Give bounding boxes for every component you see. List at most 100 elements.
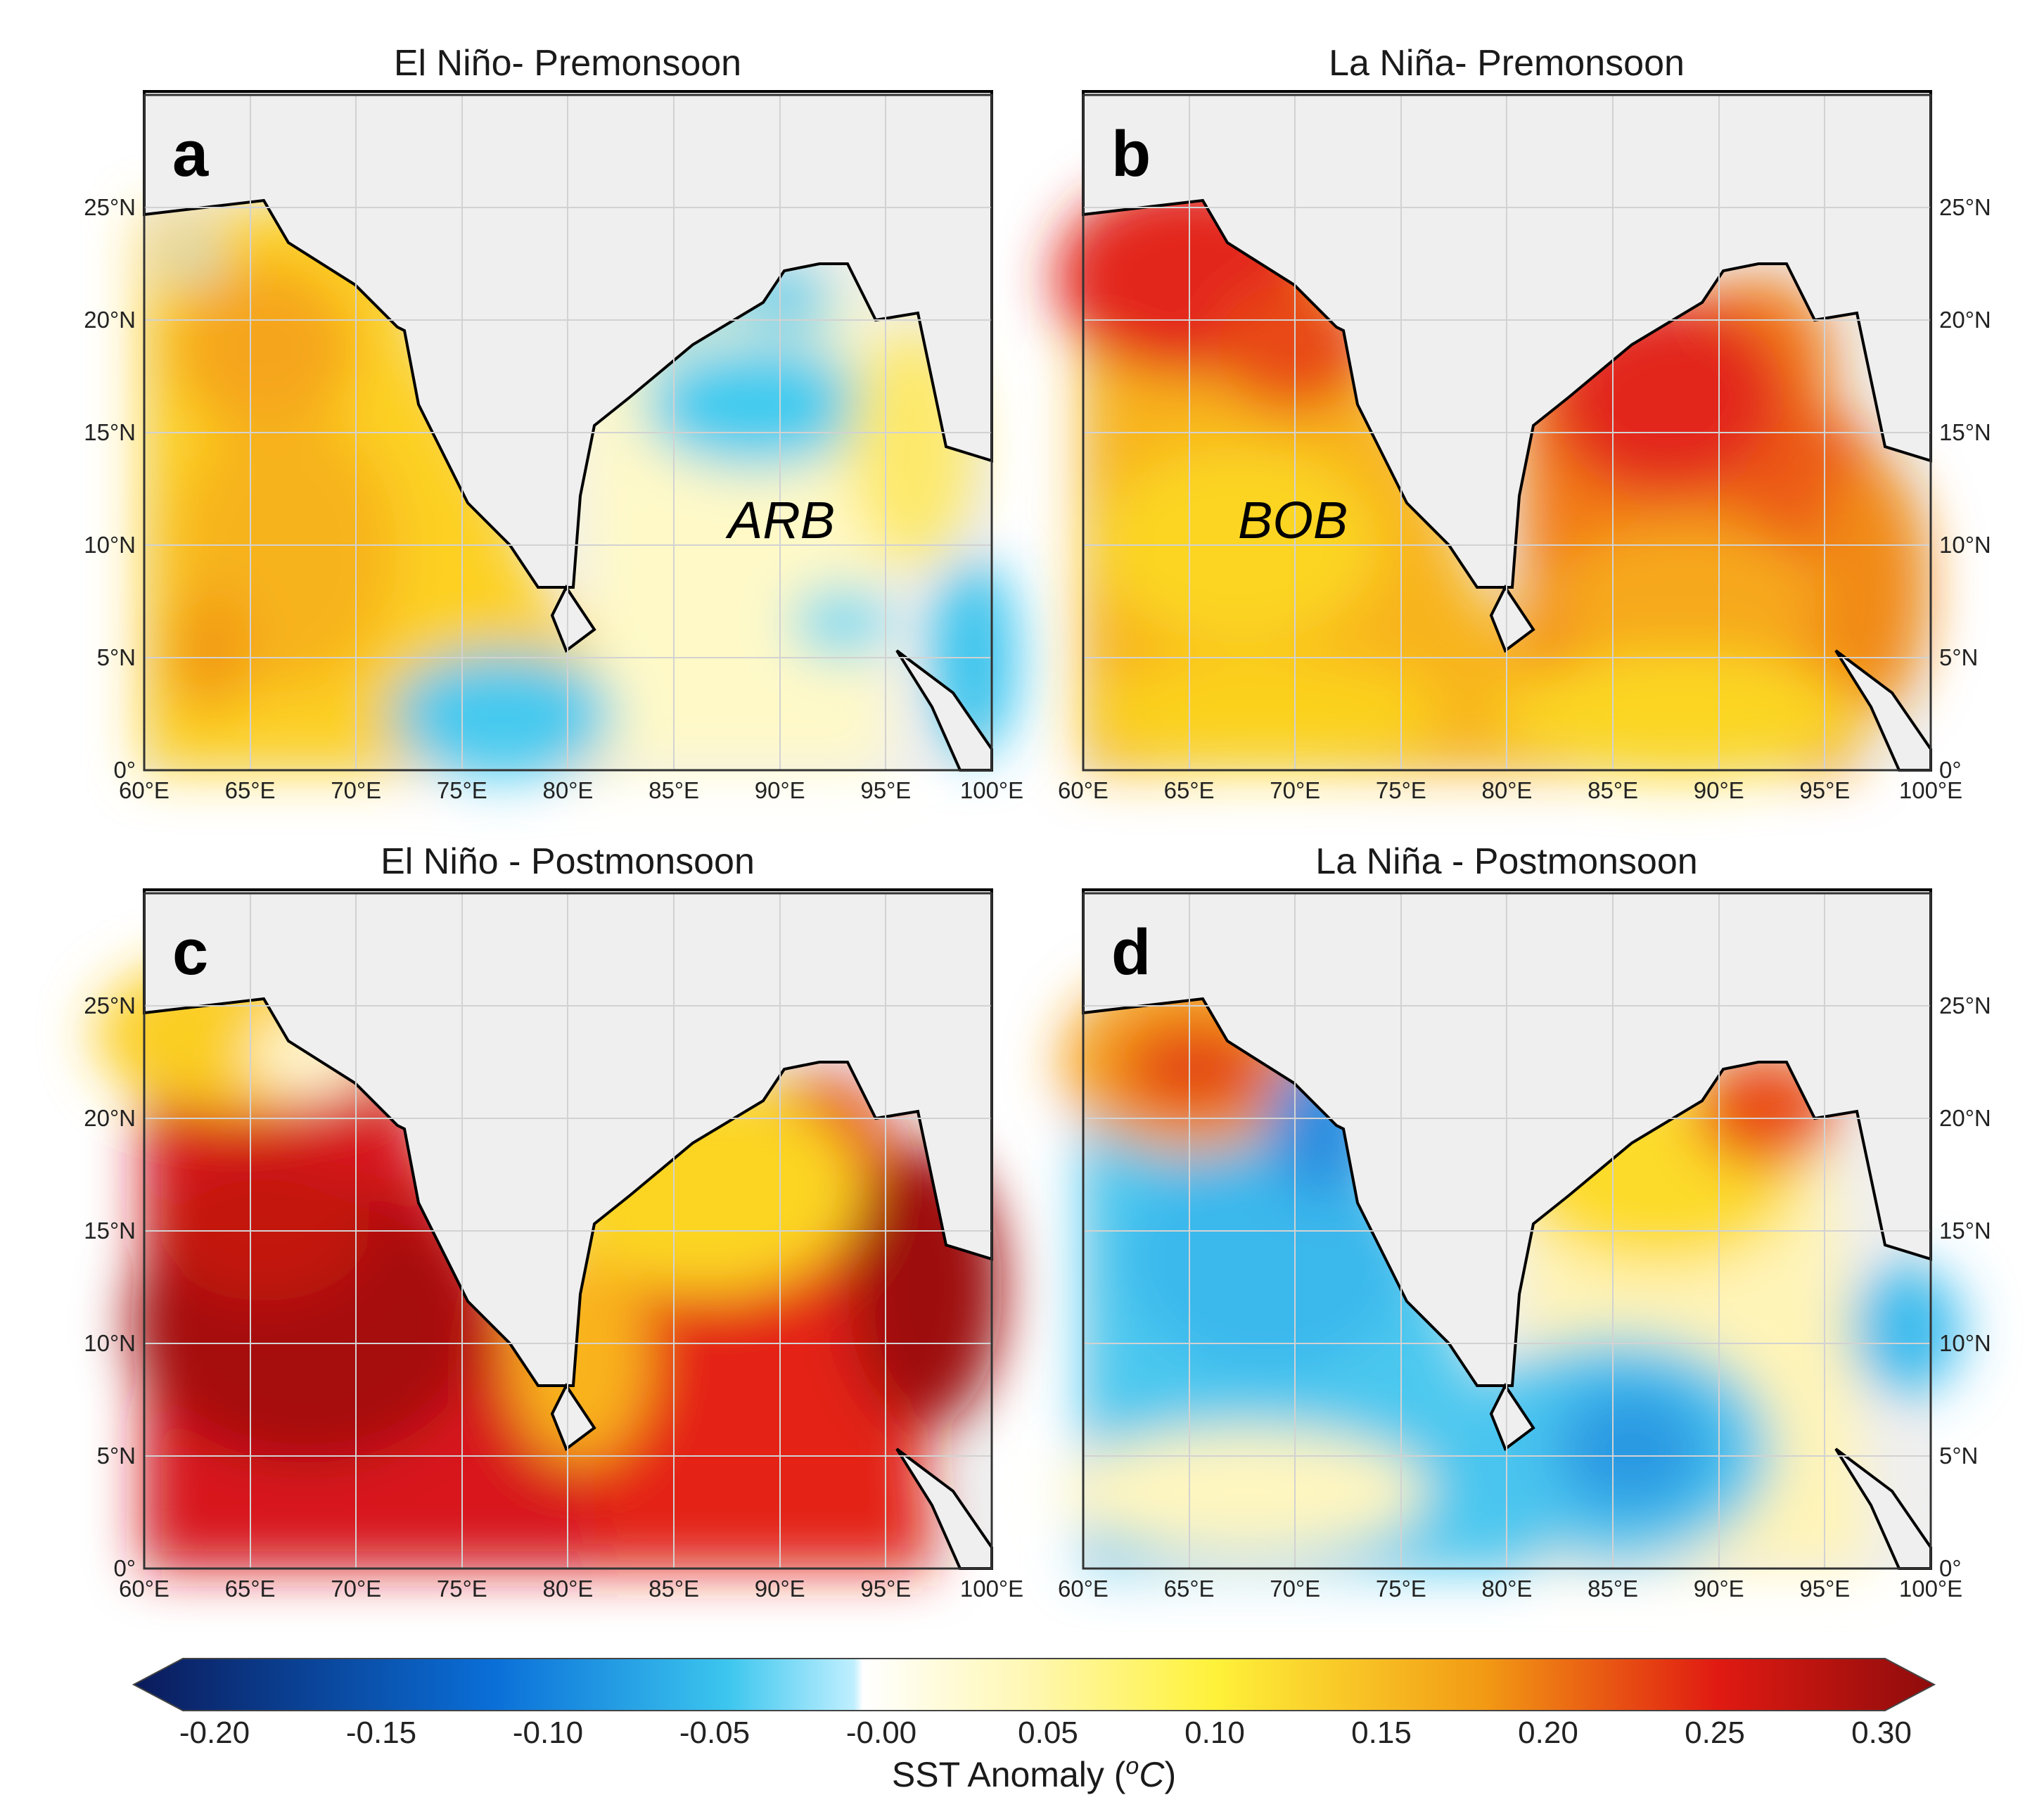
lon-tick-label: 65°E (225, 777, 276, 803)
panel-label: c (172, 916, 208, 988)
colorbar-tick-label: -0.10 (513, 1716, 583, 1750)
lon-tick-label: 65°E (225, 1576, 276, 1602)
lat-tick-label: 20°N (1939, 307, 1991, 333)
lon-tick-label: 100°E (960, 1576, 1023, 1602)
panel-a: El Niño- Premonsoon (143, 43, 1016, 777)
colorbar: -0.20 -0.15 -0.10 -0.05 -0.00 0.05 0.10 0.15 0.2… (132, 1658, 1936, 1794)
lat-tick-label: 5°N (1939, 644, 1978, 670)
lon-tick-label: 60°E (119, 1576, 170, 1602)
lon-tick-label: 80°E (543, 1576, 594, 1602)
region-label: BOB (1238, 491, 1348, 549)
lat-tick-label: 20°N (84, 1105, 136, 1131)
colorbar-title: SST Anomaly (oC) (892, 1753, 1176, 1794)
lon-tick-label: 100°E (960, 777, 1023, 803)
lat-tick-label: 5°N (97, 1443, 136, 1469)
lon-tick-label: 60°E (119, 777, 170, 803)
lon-tick-label: 90°E (1694, 777, 1744, 803)
anomaly-field (95, 957, 1002, 1569)
colorbar-tick-label: 0.15 (1351, 1716, 1412, 1750)
lat-tick-label: 5°N (1939, 1443, 1978, 1469)
colorbar-tick-label: -0.15 (346, 1716, 416, 1750)
panel-label: b (1111, 118, 1151, 190)
lon-tick-label: 75°E (437, 777, 487, 803)
lat-tick-label: 15°N (84, 419, 136, 445)
colorbar-tick-label: 0.05 (1018, 1716, 1078, 1750)
panel-label: d (1111, 916, 1151, 988)
lon-tick-label: 95°E (1799, 1576, 1850, 1602)
lon-tick-label: 100°E (1899, 777, 1962, 803)
panel-frame (1082, 892, 1932, 1570)
lon-tick-label: 85°E (1588, 777, 1638, 803)
grid (1083, 95, 1931, 770)
lat-tick-label: 10°N (1939, 532, 1991, 558)
lat-tick-label: 10°N (84, 1330, 136, 1356)
panel-frame (1082, 94, 1932, 772)
colorbar-tick-label: 0.10 (1184, 1716, 1245, 1750)
panel-b: La Niña- Premonsoon (1055, 43, 1932, 777)
lon-tick-label: 90°E (1694, 1576, 1744, 1602)
grid (144, 95, 992, 770)
lon-tick-label: 75°E (437, 1576, 487, 1602)
colorbar-tick-label: 0.30 (1851, 1716, 1912, 1750)
panel-frame (143, 892, 993, 1570)
panel-title: La Niña - Postmonsoon (1315, 841, 1697, 882)
colorbar-tick-label: 0.20 (1518, 1716, 1578, 1750)
lat-tick-label: 0° (113, 1555, 136, 1581)
lat-tick-label: 15°N (1939, 1218, 1991, 1244)
lon-tick-label: 90°E (755, 1576, 805, 1602)
lon-tick-label: 85°E (1588, 1576, 1638, 1602)
lon-tick-label: 70°E (1270, 777, 1320, 803)
colorbar-title-end: ) (1164, 1755, 1176, 1794)
panel-frame (143, 94, 993, 772)
lon-tick-label: 95°E (860, 1576, 911, 1602)
anomaly-field (144, 204, 1016, 777)
lat-tick-label: 10°N (84, 532, 136, 558)
lat-tick-label: 0° (1939, 757, 1962, 783)
colorbar-title-main: SST Anomaly ( (892, 1755, 1126, 1794)
panel-d: La Niña - Postmonsoon (1062, 841, 1962, 1570)
lat-tick-label: 25°N (1939, 992, 1991, 1018)
colorbar-title-sup: o (1125, 1753, 1139, 1780)
panel-label: a (172, 118, 209, 190)
lon-tick-label: 65°E (1164, 777, 1215, 803)
lon-tick-label: 80°E (1482, 777, 1533, 803)
lon-tick-label: 75°E (1376, 777, 1426, 803)
colorbar-tick-label: 0.25 (1685, 1716, 1745, 1750)
lon-tick-label: 95°E (1799, 777, 1850, 803)
axis-ticks: 60°E 65°E 70°E 75°E 80°E 85°E 90°E 95°E 100°E0°5… (84, 194, 1991, 1602)
panel-title: La Niña- Premonsoon (1329, 43, 1685, 84)
lat-tick-label: 5°N (97, 644, 136, 670)
anomaly-field (1062, 971, 1962, 1569)
lon-tick-label: 70°E (331, 777, 381, 803)
lon-tick-label: 65°E (1164, 1576, 1215, 1602)
lat-tick-label: 25°N (1939, 194, 1991, 220)
lat-tick-label: 20°N (84, 307, 136, 333)
lon-tick-label: 85°E (649, 777, 699, 803)
lat-tick-label: 0° (113, 757, 136, 783)
lat-tick-label: 15°N (84, 1218, 136, 1244)
colorbar-bar (132, 1658, 1936, 1711)
panel-c: El Niño - Postmonsoon (95, 841, 1002, 1570)
lon-tick-label: 70°E (1270, 1576, 1320, 1602)
lat-tick-label: 25°N (84, 194, 136, 220)
colorbar-tick-label: -0.00 (846, 1716, 916, 1750)
lon-tick-label: 60°E (1058, 1576, 1109, 1602)
lon-tick-label: 85°E (649, 1576, 699, 1602)
lon-tick-label: 95°E (860, 777, 911, 803)
lat-tick-label: 20°N (1939, 1105, 1991, 1131)
colorbar-title-unit: C (1139, 1755, 1165, 1794)
region-label: ARB (725, 491, 835, 549)
colorbar-ticks: -0.20 -0.15 -0.10 -0.05 -0.00 0.05 0.10 0.15 0.2… (179, 1716, 1912, 1750)
panel-title: El Niño- Premonsoon (394, 43, 741, 84)
lat-tick-label: 0° (1939, 1555, 1962, 1581)
lon-tick-label: 90°E (755, 777, 805, 803)
grid (144, 893, 992, 1569)
anomaly-field (1055, 179, 1927, 777)
colorbar-tick-label: -0.20 (179, 1716, 250, 1750)
lon-tick-label: 60°E (1058, 777, 1109, 803)
lon-tick-label: 80°E (543, 777, 594, 803)
lon-tick-label: 100°E (1899, 1576, 1962, 1602)
colorbar-tick-label: -0.05 (679, 1716, 750, 1750)
lon-tick-label: 70°E (331, 1576, 381, 1602)
